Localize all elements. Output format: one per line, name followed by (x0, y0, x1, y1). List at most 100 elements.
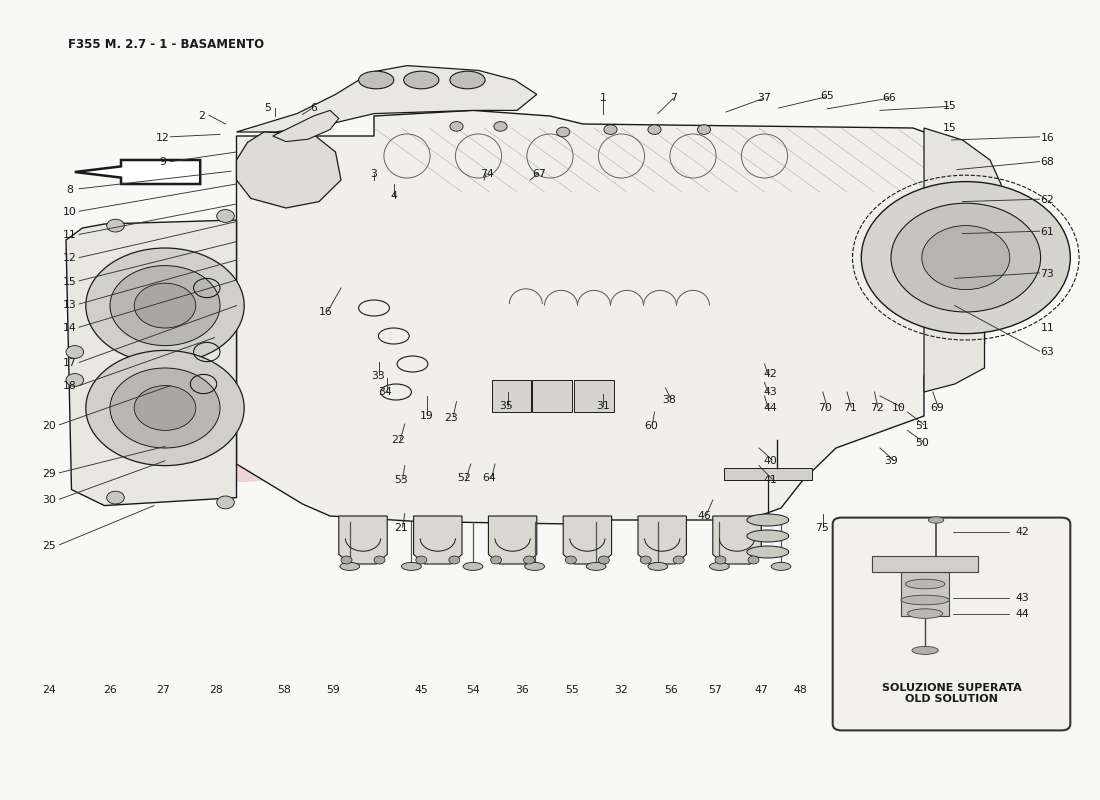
Text: 5: 5 (264, 103, 271, 113)
Text: 74: 74 (481, 170, 494, 179)
Polygon shape (66, 220, 236, 506)
Text: 67: 67 (532, 170, 546, 179)
Circle shape (449, 556, 460, 564)
Polygon shape (924, 128, 1003, 392)
Text: 26: 26 (103, 685, 117, 694)
Text: 60: 60 (645, 421, 658, 430)
Text: 18: 18 (63, 382, 76, 391)
Text: 17: 17 (63, 358, 76, 368)
Circle shape (673, 556, 684, 564)
Text: 22: 22 (392, 435, 405, 445)
Text: 10: 10 (892, 403, 905, 413)
Text: 37: 37 (758, 93, 771, 102)
Polygon shape (724, 468, 812, 480)
Polygon shape (872, 556, 978, 572)
Text: 16: 16 (1041, 133, 1054, 142)
FancyBboxPatch shape (833, 518, 1070, 730)
Text: 42: 42 (1015, 527, 1028, 537)
Ellipse shape (340, 562, 360, 570)
Text: 27: 27 (156, 685, 169, 694)
Text: 35: 35 (499, 402, 513, 411)
Text: 4: 4 (390, 191, 397, 201)
Polygon shape (532, 380, 572, 412)
Circle shape (861, 182, 1070, 334)
Text: 72: 72 (870, 403, 883, 413)
Text: 63: 63 (1041, 347, 1054, 357)
Text: 10: 10 (63, 207, 76, 217)
Text: 46: 46 (697, 511, 711, 521)
Polygon shape (713, 516, 761, 564)
Text: 65: 65 (821, 91, 834, 101)
Text: 1: 1 (600, 93, 606, 102)
Circle shape (134, 386, 196, 430)
Text: c: c (175, 407, 221, 489)
Text: 12: 12 (156, 133, 169, 142)
Text: 33: 33 (372, 371, 385, 381)
Circle shape (110, 266, 220, 346)
Text: 51: 51 (915, 421, 928, 430)
Circle shape (524, 556, 535, 564)
Circle shape (494, 122, 507, 131)
Ellipse shape (648, 562, 668, 570)
Ellipse shape (404, 71, 439, 89)
Ellipse shape (901, 595, 949, 605)
Text: 25: 25 (43, 541, 56, 550)
Polygon shape (236, 132, 341, 208)
Text: 16: 16 (319, 307, 332, 317)
Ellipse shape (463, 562, 483, 570)
Circle shape (217, 496, 234, 509)
Text: 9: 9 (160, 158, 166, 167)
Text: 70: 70 (818, 403, 832, 413)
Circle shape (86, 350, 244, 466)
Circle shape (86, 248, 244, 363)
Text: 20: 20 (43, 421, 56, 430)
Text: 73: 73 (1041, 269, 1054, 278)
Text: 61: 61 (1041, 227, 1054, 237)
Circle shape (341, 556, 352, 564)
Text: 75: 75 (815, 523, 828, 533)
Text: 71: 71 (844, 403, 857, 413)
Polygon shape (273, 110, 339, 142)
Text: 38: 38 (662, 395, 675, 405)
Polygon shape (236, 110, 984, 524)
Ellipse shape (402, 562, 421, 570)
Circle shape (598, 556, 609, 564)
Text: 30: 30 (43, 495, 56, 505)
Text: 43: 43 (763, 387, 777, 397)
Ellipse shape (747, 530, 789, 542)
Circle shape (565, 556, 576, 564)
Text: 47: 47 (755, 685, 768, 694)
Circle shape (450, 122, 463, 131)
Text: 56: 56 (664, 685, 678, 694)
Circle shape (134, 283, 196, 328)
Text: 50: 50 (915, 438, 928, 448)
Polygon shape (574, 380, 614, 412)
Ellipse shape (525, 562, 544, 570)
Polygon shape (414, 516, 462, 564)
Text: 44: 44 (763, 403, 777, 413)
Text: 45: 45 (415, 685, 428, 694)
Text: 68: 68 (1041, 158, 1054, 167)
Text: 54: 54 (466, 685, 480, 694)
Circle shape (107, 491, 124, 504)
Ellipse shape (586, 562, 606, 570)
Text: 8: 8 (66, 185, 73, 194)
Text: 14: 14 (63, 323, 76, 333)
Polygon shape (75, 160, 200, 184)
Circle shape (374, 556, 385, 564)
Polygon shape (492, 380, 531, 412)
Polygon shape (563, 516, 612, 564)
Text: 62: 62 (1041, 195, 1054, 205)
Text: 49: 49 (888, 685, 901, 694)
Text: 42: 42 (763, 370, 777, 379)
Ellipse shape (928, 517, 944, 523)
Text: 31: 31 (596, 402, 609, 411)
Text: 13: 13 (63, 300, 76, 310)
Text: 44: 44 (1015, 609, 1028, 618)
Circle shape (748, 556, 759, 564)
Text: 36: 36 (516, 685, 529, 694)
Ellipse shape (905, 579, 945, 589)
Ellipse shape (359, 71, 394, 89)
Text: 66: 66 (882, 93, 895, 102)
Text: 69: 69 (931, 403, 944, 413)
